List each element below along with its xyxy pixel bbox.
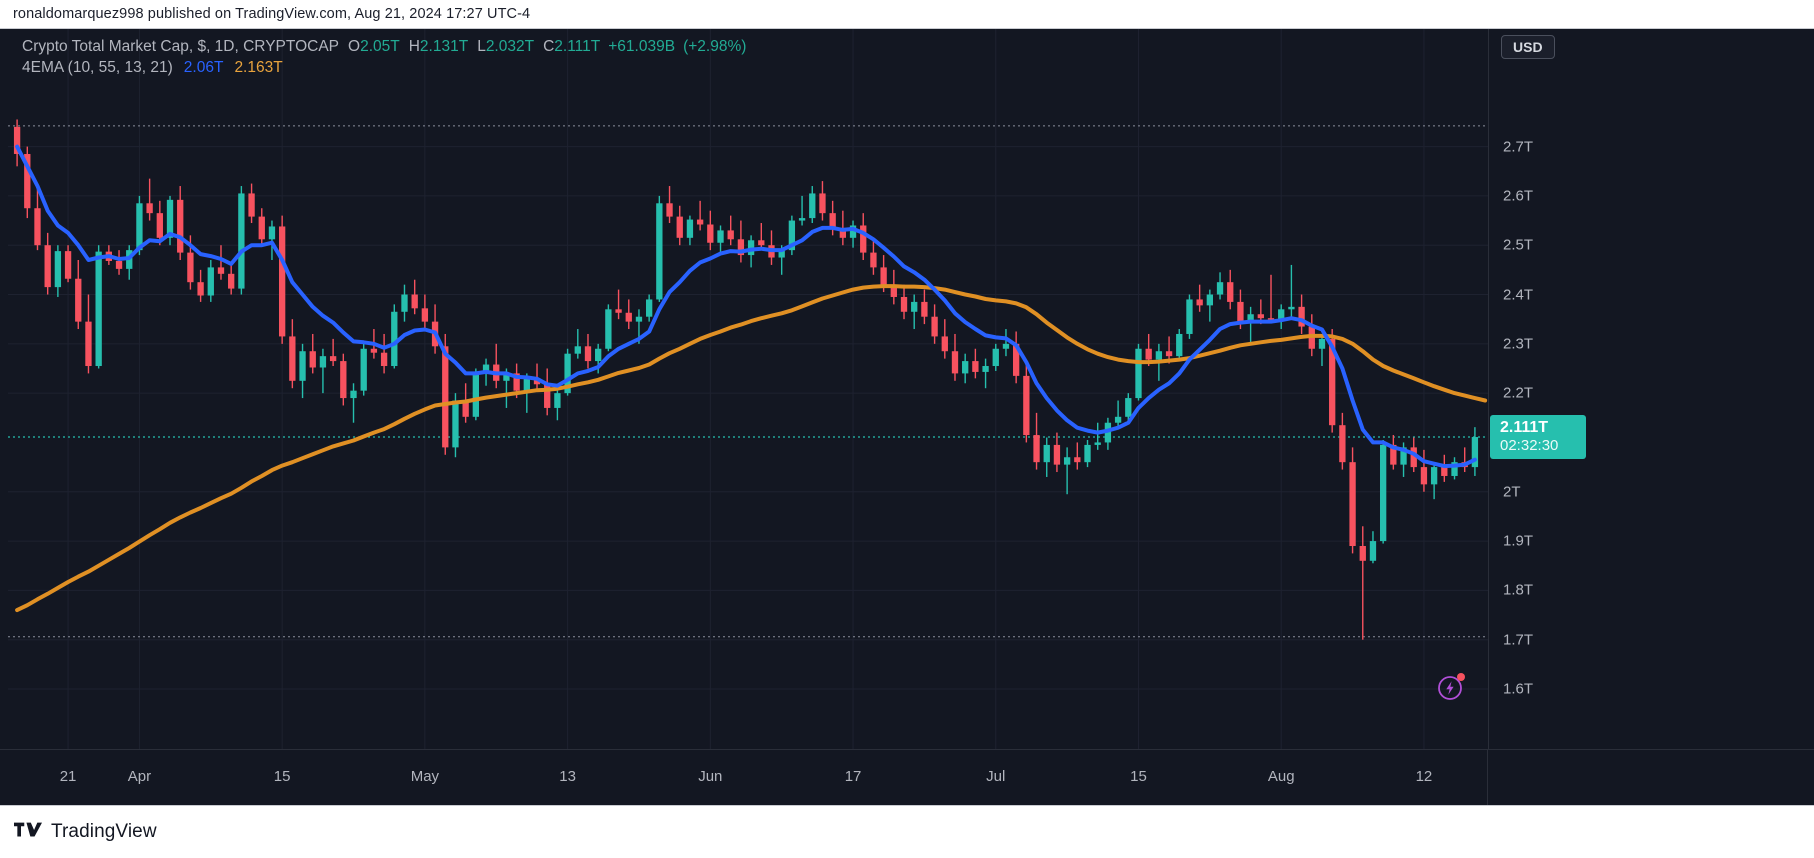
axis-separator <box>1487 750 1488 805</box>
time-tick: 12 <box>1415 768 1433 785</box>
bar-countdown: 02:32:30 <box>1500 437 1559 455</box>
tradingview-wordmark: TradingView <box>51 821 157 842</box>
time-tick: 15 <box>273 768 291 785</box>
lightning-bolt-icon[interactable] <box>1437 673 1465 701</box>
published-attribution: ronaldomarquez998 published on TradingVi… <box>0 0 1814 28</box>
footer-branding: TradingView <box>0 806 1814 858</box>
price-axis[interactable]: USD 2.7T 2.6T 2.5T 2.4T 2.3T 2.2T 2T 1.9T 1.8T 1.… <box>1488 29 1814 751</box>
price-tick: 2.4T <box>1503 286 1534 304</box>
current-price-tag: 2.111T 02:32:30 <box>1490 415 1586 460</box>
candlestick-plot <box>8 29 1488 751</box>
price-tick: 2.5T <box>1503 236 1534 254</box>
price-plot-area[interactable] <box>8 29 1488 751</box>
tradingview-logo-icon <box>14 820 42 844</box>
time-tick: 17 <box>844 768 862 785</box>
time-tick: 15 <box>1130 768 1147 785</box>
price-tick: 2.6T <box>1503 187 1534 205</box>
price-tick: 1.7T <box>1503 631 1534 649</box>
price-tick: 2.7T <box>1503 138 1534 156</box>
price-tick: 2T <box>1503 483 1521 501</box>
price-tick: 2.2T <box>1503 384 1534 402</box>
time-tick: 21 <box>59 768 77 785</box>
time-tick: Jul <box>986 768 1006 785</box>
time-tick: May <box>410 768 440 785</box>
time-tick: 13 <box>559 768 576 785</box>
time-axis[interactable]: 21 Apr 15 May 13 Jun 17 Jul 15 Aug 12 <box>0 749 1814 805</box>
current-price-value: 2.111T <box>1500 419 1549 437</box>
notification-dot <box>1457 673 1465 681</box>
currency-badge[interactable]: USD <box>1501 35 1555 59</box>
price-tick: 1.6T <box>1503 680 1534 698</box>
price-tick: 1.9T <box>1503 532 1534 550</box>
price-tick: 1.8T <box>1503 581 1534 599</box>
time-tick: Apr <box>127 768 152 785</box>
time-tick: Aug <box>1267 768 1295 785</box>
price-tick: 2.3T <box>1503 335 1534 353</box>
time-tick: Jun <box>698 768 723 785</box>
chart-container[interactable]: Crypto Total Market Cap, $, 1D, CRYPTOCA… <box>0 28 1814 806</box>
